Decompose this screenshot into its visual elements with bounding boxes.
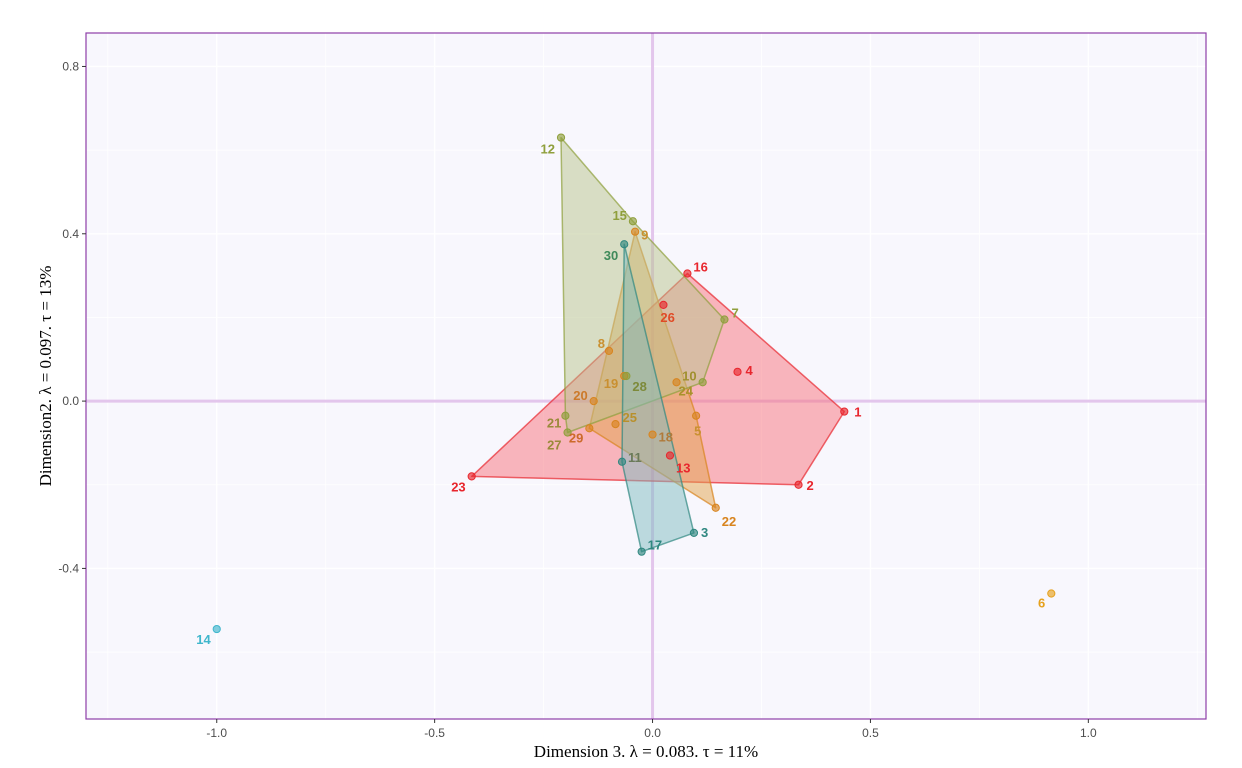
data-point-9 (631, 227, 640, 236)
point-label-1: 1 (854, 405, 861, 420)
grid-lines (86, 33, 1206, 719)
point-label-2: 2 (807, 478, 814, 493)
point-label-22: 22 (722, 514, 736, 529)
y-tick-label: 0.4 (62, 227, 79, 241)
data-point-20 (589, 396, 598, 406)
data-point-11 (617, 457, 627, 466)
data-point-25 (611, 420, 620, 429)
data-point-7 (720, 315, 729, 324)
point-label-21: 21 (547, 416, 561, 431)
point-label-13: 13 (676, 460, 690, 475)
data-point-18 (648, 430, 657, 439)
point-label-24: 24 (679, 383, 694, 398)
point-label-26: 26 (660, 310, 674, 325)
data-point-27 (563, 428, 572, 437)
point-label-19: 19 (604, 376, 618, 391)
data-point-3 (689, 528, 699, 537)
x-tick-label: 0.0 (644, 726, 661, 740)
point-label-29: 29 (569, 430, 583, 445)
point-label-8: 8 (598, 336, 605, 351)
point-label-25: 25 (622, 410, 636, 425)
point-label-27: 27 (547, 437, 561, 452)
point-label-7: 7 (731, 306, 738, 321)
y-tick-label: -0.4 (58, 561, 79, 575)
data-point-5 (692, 411, 701, 420)
point-label-15: 15 (612, 208, 626, 223)
point-label-4: 4 (746, 363, 754, 378)
data-point-1 (840, 407, 849, 416)
data-point-14 (212, 624, 221, 634)
point-label-16: 16 (693, 260, 707, 275)
x-tick-label: -1.0 (206, 726, 227, 740)
y-axis-title: Dimension2. λ = 0.097. τ = 13% (36, 266, 55, 487)
data-point-21 (561, 411, 570, 420)
point-label-5: 5 (694, 424, 701, 439)
x-tick-label: 0.5 (862, 726, 879, 740)
x-axis-ticks: -1.0 -0.5 0.0 0.5 1.0 (206, 719, 1097, 740)
plot-border (85, 32, 1207, 720)
data-point-8 (604, 346, 614, 356)
data-point-13 (665, 451, 675, 460)
data-point-17 (637, 547, 646, 556)
data-point-10 (698, 378, 707, 387)
point-label-3: 3 (701, 525, 708, 540)
point-label-12: 12 (541, 142, 555, 157)
data-point-12 (556, 133, 566, 142)
data-point-26 (659, 300, 668, 309)
data-point-24 (672, 378, 681, 387)
data-point-2 (794, 480, 803, 489)
y-tick-label: 0.0 (62, 394, 79, 408)
y-tick-label: 0.8 (62, 59, 79, 73)
data-point-29 (585, 424, 594, 433)
data-point-30 (620, 240, 629, 249)
data-point-4 (733, 367, 742, 376)
data-point-23 (467, 472, 476, 481)
data-point-16 (683, 269, 692, 278)
point-label-10: 10 (682, 368, 696, 383)
point-label-28: 28 (632, 379, 646, 394)
point-label-11: 11 (628, 450, 642, 465)
point-label-23: 23 (451, 479, 465, 494)
point-label-14: 14 (196, 632, 211, 647)
point-label-9: 9 (641, 228, 648, 243)
point-label-30: 30 (604, 248, 618, 263)
x-tick-label: 1.0 (1080, 726, 1097, 740)
data-point-6 (1047, 589, 1056, 598)
point-label-17: 17 (648, 538, 662, 553)
x-axis-title: Dimension 3. λ = 0.083. τ = 11% (534, 742, 758, 761)
data-points (212, 133, 1056, 634)
data-point-28 (622, 371, 631, 381)
point-label-6: 6 (1038, 596, 1045, 611)
data-point-15 (628, 217, 638, 226)
point-label-20: 20 (573, 388, 587, 403)
data-point-22 (711, 503, 720, 512)
point-label-18: 18 (659, 430, 673, 445)
point-labels: 1241316232658918192022242529710121521272… (196, 142, 1045, 647)
x-tick-label: -0.5 (424, 726, 445, 740)
y-axis-ticks: 0.8 0.4 0.0 -0.4 (58, 59, 86, 575)
